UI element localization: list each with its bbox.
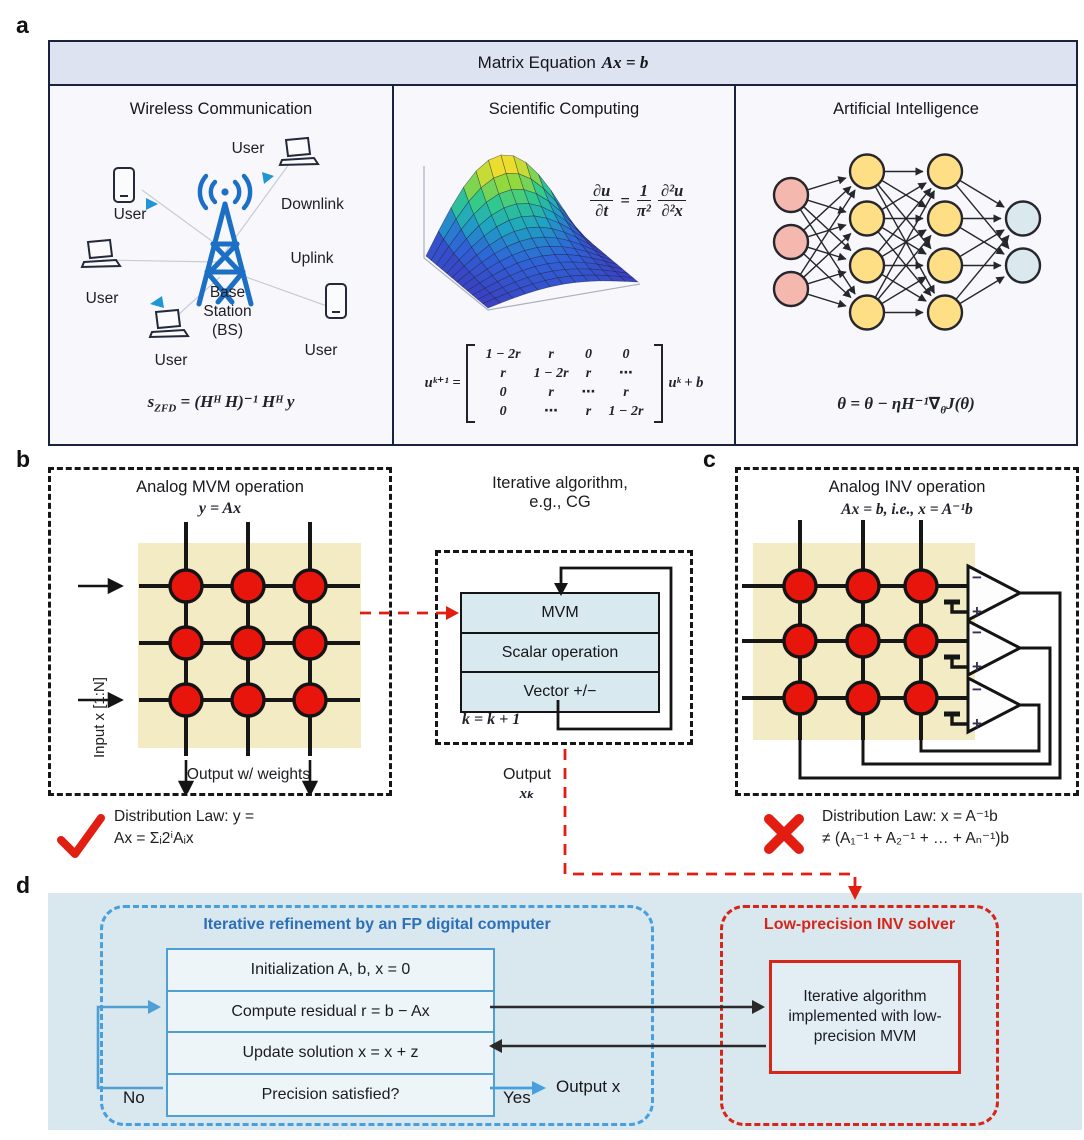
- scalar-step: Scalar operation: [460, 631, 660, 674]
- vector-step: Vector +/−: [460, 671, 660, 713]
- header-text: Matrix Equation: [477, 53, 596, 72]
- laptop-icon: [148, 308, 190, 339]
- crossbar-mvm: [78, 522, 361, 793]
- precision-step: Precision satisfied?: [166, 1072, 495, 1117]
- user-label: User: [113, 206, 147, 223]
- svg-text:+: +: [972, 714, 982, 733]
- crossbar-inv: − + − + − +: [742, 520, 1062, 780]
- panel-a-box: Matrix Equation Ax = b Wireless Communic…: [48, 40, 1078, 446]
- input-arrows: [78, 577, 124, 709]
- column-ai: Artificial Intelligence θ = θ − ηH⁻¹∇θJ(…: [736, 86, 1076, 444]
- panel-b-subtitle: y = Ax: [198, 500, 242, 517]
- output-axis-label: Output w/ weights: [186, 766, 311, 783]
- panel-a-header: Matrix Equation Ax = b: [50, 42, 1076, 86]
- laptop-icon: [278, 136, 320, 167]
- input-axis-label: Input x [1:N]: [91, 677, 108, 758]
- svg-text:−: −: [972, 623, 982, 642]
- yes-label: Yes: [503, 1088, 531, 1107]
- zf-formula: sZFD = (Hᴴ H)⁻¹ Hᴴ y: [147, 392, 295, 415]
- panel-c-label: c: [703, 446, 716, 472]
- memristor-cells: [782, 568, 939, 716]
- scientific-title: Scientific Computing: [488, 100, 640, 118]
- opamp-icons: − + − + − +: [944, 563, 1024, 735]
- svg-text:−: −: [972, 568, 982, 587]
- distribution-law-mvm: Distribution Law: y = Ax = Σᵢ2ⁱAᵢx: [114, 808, 254, 847]
- panel-c-title: Analog INV operation: [828, 478, 986, 496]
- column-divider: [734, 86, 736, 444]
- final-output-label: Output x: [556, 1077, 621, 1096]
- right-bracket: [654, 344, 664, 423]
- check-icon: [57, 814, 105, 858]
- memristor-cells: [168, 568, 328, 718]
- header-equation: Ax = b: [601, 53, 649, 72]
- inv-solver-box: Low-precision INV solver Iterative algor…: [720, 905, 999, 1126]
- panel-b-box: Analog MVM operation y = Ax: [48, 467, 392, 796]
- neural-network: [772, 153, 1042, 331]
- column-divider: [392, 86, 394, 444]
- user-label: User: [231, 140, 265, 157]
- init-step: Initialization A, b, x = 0: [166, 948, 495, 992]
- distribution-law-inv: Distribution Law: x = A⁻¹b ≠ (A₁⁻¹ + A₂⁻…: [822, 808, 1010, 847]
- nn-edges: [799, 167, 1010, 317]
- column-wireless: Wireless Communication: [50, 86, 392, 444]
- mvm-step: MVM: [460, 592, 660, 634]
- panel-c-box: Analog INV operation Ax = b, i.e., x = A…: [735, 467, 1079, 796]
- inv-solver-title: Low-precision INV solver: [763, 916, 956, 933]
- solver-inner-box: Iterative algorithm implemented with low…: [769, 960, 961, 1074]
- wireless-scene: [80, 136, 347, 339]
- phone-icon: [113, 167, 135, 203]
- panel-b-label: b: [16, 446, 31, 472]
- counter-label: k = k + 1: [462, 711, 521, 728]
- svg-text:+: +: [972, 602, 982, 621]
- pde-formula: ∂u ∂t = 1 π² ∂²u ∂²x: [590, 182, 687, 220]
- laptop-icon: [80, 238, 122, 269]
- downlink-label: Downlink: [281, 196, 344, 213]
- newton-formula: θ = θ − ηH⁻¹∇θJ(θ): [837, 394, 975, 417]
- surface-plot: [423, 154, 641, 311]
- update-step: Update solution x = x + z: [166, 1031, 495, 1075]
- surface-mesh: [425, 154, 639, 309]
- panel-d-label: d: [16, 872, 31, 898]
- phone-icon: [325, 283, 347, 319]
- refinement-title: Iterative refinement by an FP digital co…: [203, 916, 551, 933]
- cross-icon: [764, 814, 804, 854]
- uplink-arrow-icon: [150, 296, 164, 308]
- svg-text:+: +: [972, 657, 982, 676]
- user-label: User: [154, 352, 188, 369]
- no-label: No: [123, 1088, 145, 1107]
- panel-c-subtitle: Ax = b, i.e., x = A⁻¹b: [841, 501, 973, 518]
- output-xk-label: Output xₖ: [502, 766, 552, 802]
- refinement-box: Iterative refinement by an FP digital co…: [100, 905, 654, 1126]
- iterative-box: MVM Scalar operation Vector +/− k = k + …: [435, 550, 693, 745]
- user-label: User: [85, 290, 119, 307]
- wireless-title: Wireless Communication: [129, 100, 313, 118]
- refinement-steps: Initialization A, b, x = 0 Compute resid…: [166, 948, 495, 1117]
- nn-nodes: [772, 153, 1042, 331]
- uplink-arrow-icon: [146, 198, 158, 210]
- user-label: User: [304, 342, 338, 359]
- panel-a-label: a: [16, 12, 29, 38]
- residual-step: Compute residual r = b − Ax: [166, 989, 495, 1034]
- base-station-icon: [196, 173, 254, 307]
- left-bracket: [465, 344, 475, 423]
- downlink-arrow-icon: [262, 172, 274, 184]
- base-station-label: Base Station (BS): [203, 284, 252, 339]
- panel-b-title: Analog MVM operation: [136, 478, 304, 496]
- operation-stack: MVM Scalar operation Vector +/−: [460, 592, 660, 713]
- ai-title: Artificial Intelligence: [833, 100, 979, 118]
- column-scientific: Scientific Computing ∂u ∂t = 1 π² ∂²u ∂²x u…: [394, 86, 734, 444]
- iterative-title: Iterative algorithm, e.g., CG: [492, 474, 628, 511]
- uplink-label: Uplink: [290, 250, 334, 267]
- svg-text:−: −: [972, 680, 982, 699]
- output-arrows: [177, 760, 319, 793]
